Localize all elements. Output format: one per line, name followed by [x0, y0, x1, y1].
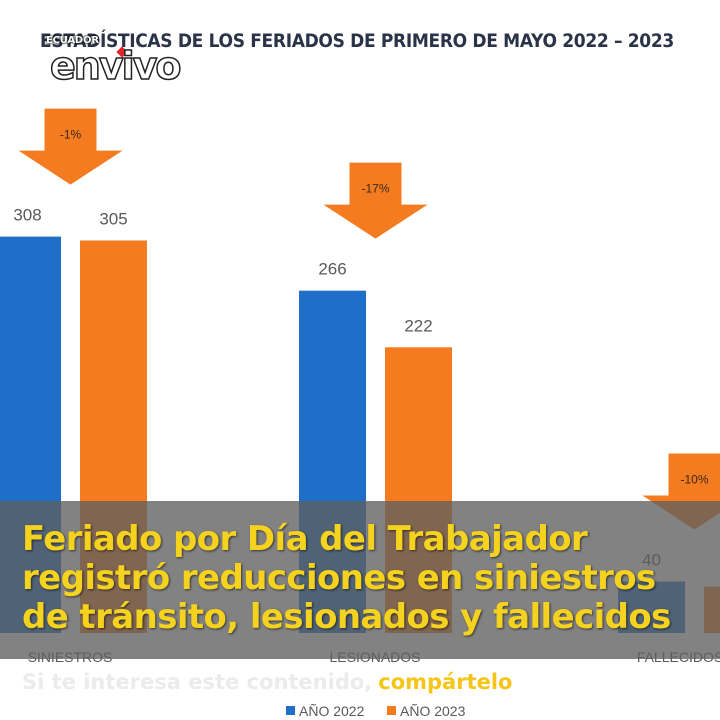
- change-label: -1%: [60, 128, 82, 142]
- data-label: 308: [13, 206, 41, 225]
- change-label: -10%: [680, 473, 708, 487]
- down-arrow-icon: [323, 162, 428, 239]
- brand-logo-text: envivo: [49, 43, 182, 89]
- legend: AÑO 2022 AÑO 2023: [286, 703, 466, 719]
- down-arrow-icon: [18, 108, 123, 185]
- chart-title: ESTADÍSTICAS DE LOS FERIADOS DE PRIMERO …: [40, 30, 674, 52]
- data-label: 266: [318, 260, 346, 279]
- share-line: Si te interesa este contenido, compártelo: [22, 670, 513, 694]
- headline: Feriado por Día del Trabajador registró …: [22, 519, 671, 637]
- brand-logo-small: ECUADOR: [46, 35, 99, 46]
- change-label: -17%: [361, 182, 389, 196]
- legend-label: AÑO 2022: [299, 703, 365, 719]
- change-arrow: -17%: [323, 162, 428, 239]
- share-prefix: Si te interesa este contenido,: [22, 670, 373, 694]
- data-label: 305: [99, 209, 127, 228]
- legend-swatch: [286, 706, 295, 715]
- headline-overlay: [0, 501, 720, 659]
- change-arrow: -1%: [18, 108, 123, 185]
- legend-swatch: [387, 706, 396, 715]
- legend-label: AÑO 2023: [400, 703, 466, 719]
- share-cta[interactable]: compártelo: [378, 670, 513, 694]
- data-label: 222: [404, 316, 432, 335]
